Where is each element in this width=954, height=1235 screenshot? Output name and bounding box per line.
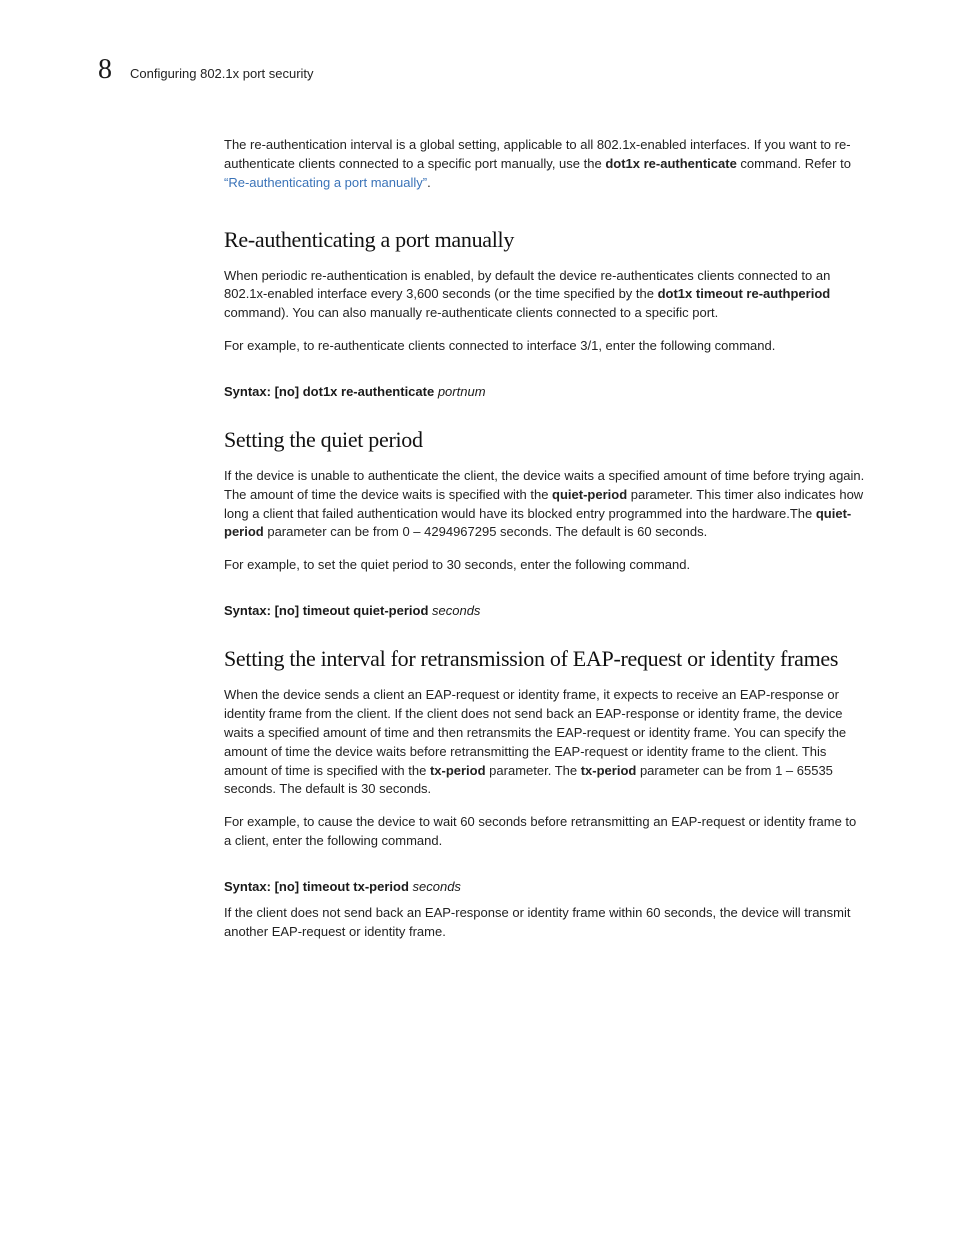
section-heading-quiet: Setting the quiet period xyxy=(224,427,866,453)
body-paragraph: For example, to cause the device to wait… xyxy=(224,813,866,851)
content: The re-authentication interval is a glob… xyxy=(224,136,866,956)
syntax-argument: seconds xyxy=(432,603,480,618)
body-paragraph: For example, to set the quiet period to … xyxy=(224,556,866,575)
intro-paragraph: The re-authentication interval is a glob… xyxy=(224,136,866,193)
body-paragraph: When periodic re-authentication is enabl… xyxy=(224,267,866,324)
syntax-command: [no] timeout quiet-period xyxy=(271,603,432,618)
command-name: dot1x re-authenticate xyxy=(605,156,736,171)
cross-reference-link[interactable]: “Re-authenticating a port manually” xyxy=(224,175,427,190)
page: 8 Configuring 802.1x port security The r… xyxy=(0,0,954,1235)
text: . xyxy=(427,175,431,190)
section-heading-eap: Setting the interval for retransmission … xyxy=(224,646,866,672)
syntax-label: Syntax: xyxy=(224,879,271,894)
syntax-argument: portnum xyxy=(438,384,486,399)
body-paragraph: When the device sends a client an EAP-re… xyxy=(224,686,866,799)
syntax-command: [no] dot1x re-authenticate xyxy=(271,384,438,399)
text: command). You can also manually re-authe… xyxy=(224,305,718,320)
parameter-name: quiet-period xyxy=(552,487,627,502)
body-paragraph: For example, to re-authenticate clients … xyxy=(224,337,866,356)
syntax-line: Syntax: [no] dot1x re-authenticate portn… xyxy=(224,384,866,399)
syntax-argument: seconds xyxy=(413,879,461,894)
syntax-line: Syntax: [no] timeout quiet-period second… xyxy=(224,603,866,618)
parameter-name: tx-period xyxy=(430,763,486,778)
text: command. Refer to xyxy=(737,156,851,171)
syntax-label: Syntax: xyxy=(224,603,271,618)
command-name: dot1x timeout re-authperiod xyxy=(658,286,831,301)
header-title: Configuring 802.1x port security xyxy=(130,60,314,81)
syntax-line: Syntax: [no] timeout tx-period seconds xyxy=(224,879,866,894)
section-heading-reauth: Re-authenticating a port manually xyxy=(224,227,866,253)
text: parameter. The xyxy=(486,763,581,778)
body-paragraph: If the client does not send back an EAP-… xyxy=(224,904,866,942)
chapter-number: 8 xyxy=(98,56,112,84)
parameter-name: tx-period xyxy=(581,763,637,778)
body-paragraph: If the device is unable to authenticate … xyxy=(224,467,866,542)
page-header: 8 Configuring 802.1x port security xyxy=(98,56,894,84)
text: parameter can be from 0 – 4294967295 sec… xyxy=(264,524,708,539)
syntax-label: Syntax: xyxy=(224,384,271,399)
syntax-command: [no] timeout tx-period xyxy=(271,879,413,894)
